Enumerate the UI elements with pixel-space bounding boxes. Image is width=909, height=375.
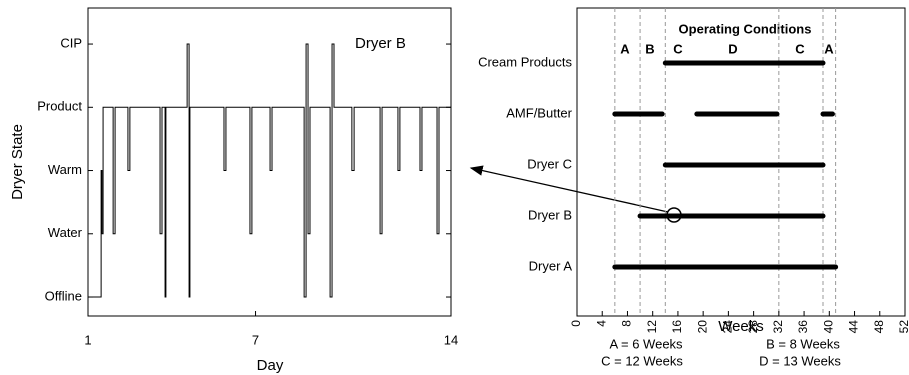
y-tick-label: Offline [45,288,82,303]
y-tick-label: AMF/Butter [506,105,572,120]
y-tick-label: Cream Products [478,54,572,69]
x-tick-label: 44 [847,320,861,334]
note: C = 12 Weeks [601,353,683,368]
y-axis-label: Dryer State [9,124,26,200]
note: D = 13 Weeks [759,353,841,368]
x-tick-label: 1 [84,332,91,347]
right-frame [576,7,906,317]
x-tick-label: 36 [796,320,810,334]
x-tick-label: 40 [821,320,835,334]
y-tick-label: CIP [60,35,82,50]
x-tick-label: 0 [569,320,583,327]
x-tick-label: 16 [670,320,684,334]
x-tick-label: 28 [746,320,760,334]
x-tick-label: 14 [444,332,458,347]
right-title: Operating Conditions [679,21,812,36]
x-axis-label: Day [257,357,284,374]
x-tick-label: 7 [252,332,259,347]
y-tick-label: Warm [48,162,82,177]
period-label: A [620,41,630,56]
y-tick-label: Product [37,99,82,114]
note: A = 6 Weeks [609,336,683,351]
y-tick-label: Water [48,225,83,240]
x-tick-label: 4 [594,320,608,327]
x-tick-label: 8 [620,320,634,327]
x-tick-label: 32 [771,320,785,334]
state-line [88,43,451,298]
period-label: C [795,41,805,56]
x-tick-label: 24 [721,320,735,334]
x-tick-label: 12 [645,320,659,334]
note: B = 8 Weeks [766,336,840,351]
period-label: A [824,41,834,56]
y-tick-label: Dryer A [529,258,573,273]
y-tick-label: Dryer B [528,207,572,222]
left-frame [87,7,452,317]
x-tick-label: 48 [872,320,886,334]
period-label: D [728,41,737,56]
period-label: C [673,41,683,56]
left-title: Dryer B [355,35,406,52]
period-label: B [645,41,654,56]
x-tick-label: 20 [695,320,709,334]
arrow [469,165,669,213]
x-axis-label: Weeks [718,318,764,335]
x-tick-label: 52 [897,320,909,334]
y-tick-label: Dryer C [527,156,572,171]
